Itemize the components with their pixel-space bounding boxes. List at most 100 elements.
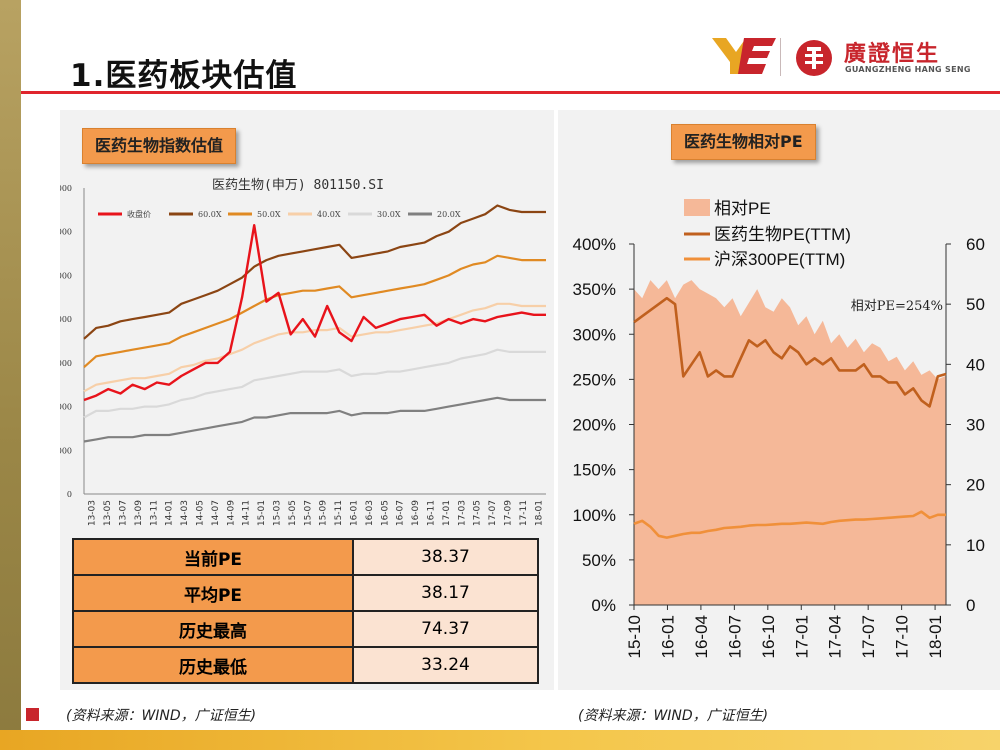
legend-label: 沪深300PE(TTM) xyxy=(714,250,845,269)
x-tick-label: 17-07 xyxy=(488,500,498,526)
x-tick-label: 16-10 xyxy=(759,615,778,658)
series-line-3 xyxy=(83,302,546,393)
series-line-2 xyxy=(633,510,946,539)
legend-label: 相对PE xyxy=(714,199,771,218)
legend-label: 30.0X xyxy=(377,210,401,219)
y-tick-label: 14000 xyxy=(60,184,72,193)
y-tick-label-left: 0% xyxy=(591,596,616,615)
y-tick-label-right: 0 xyxy=(966,596,975,615)
y-tick-label-right: 30 xyxy=(966,416,985,435)
x-tick-label: 13-09 xyxy=(134,500,144,526)
x-tick-label: 15-11 xyxy=(334,500,344,526)
footer-marker xyxy=(26,708,39,721)
series-line-1 xyxy=(83,204,546,340)
stat-value: 74.37 xyxy=(352,610,539,648)
table-row: 历史最低 33.24 xyxy=(72,646,539,684)
x-tick-label: 13-05 xyxy=(103,500,113,526)
x-tick-label: 15-09 xyxy=(319,500,329,526)
right-chart-panel: 0% 50% 100% 150% 200% 250% 300% 350% 400% 0 10 20 30… xyxy=(558,110,1000,690)
x-tick-label: 18-01 xyxy=(534,500,544,526)
y-tick-label-right: 40 xyxy=(966,355,985,374)
x-tick-label: 14-05 xyxy=(196,500,206,526)
y-tick-label: 6000 xyxy=(60,359,72,368)
y-tick-label: 8000 xyxy=(60,315,72,324)
y-tick-label-left: 250% xyxy=(573,370,616,389)
x-tick-label: 14-01 xyxy=(165,500,175,526)
y-tick-label: 10000 xyxy=(60,271,72,280)
left-chart-label: 医药生物指数估值 xyxy=(82,128,237,164)
table-row: 历史最高 74.37 xyxy=(72,610,539,648)
y-tick-label: 4000 xyxy=(60,403,72,412)
x-tick-label: 17-07 xyxy=(859,615,878,658)
x-tick-label: 13-11 xyxy=(149,500,159,526)
y-tick-label-right: 60 xyxy=(966,235,985,254)
stat-label: 平均PE xyxy=(72,574,354,612)
x-tick-label: 16-01 xyxy=(350,500,360,526)
x-tick-label: 17-03 xyxy=(457,500,467,526)
legend-label: 40.0X xyxy=(317,210,341,219)
x-tick-label: 17-04 xyxy=(826,615,845,658)
x-tick-label: 13-07 xyxy=(119,500,129,526)
x-tick-label: 17-11 xyxy=(519,500,529,526)
relative-pe-annotation: 相对PE=254% xyxy=(851,299,943,314)
stat-label: 历史最高 xyxy=(72,610,354,648)
y-tick-label-right: 20 xyxy=(966,476,985,495)
y-tick-label-left: 350% xyxy=(573,280,616,299)
x-tick-label: 16-03 xyxy=(365,500,375,526)
x-tick-label: 18-01 xyxy=(926,615,945,658)
y-tick-label: 2000 xyxy=(60,446,72,455)
chart-title: 医药生物(申万) 801150.SI xyxy=(212,178,384,193)
table-row: 平均PE 38.17 xyxy=(72,574,539,612)
brand-name-cn: 廣證恒生 xyxy=(844,42,941,67)
y-tick-label-right: 50 xyxy=(966,295,985,314)
table-row: 当前PE 38.37 xyxy=(72,538,539,576)
x-tick-label: 17-10 xyxy=(893,615,912,658)
series-line-2 xyxy=(83,254,546,369)
stat-label: 历史最低 xyxy=(72,646,354,684)
legend-label: 20.0X xyxy=(437,210,461,219)
brand-name-en: GUANGZHENG HANG SENG xyxy=(845,65,971,74)
x-tick-label: 16-07 xyxy=(396,500,406,526)
footer-bar xyxy=(0,730,1000,750)
x-tick-label: 17-09 xyxy=(504,500,514,526)
y-tick-label-left: 200% xyxy=(573,416,616,435)
legend-label: 收盘价 xyxy=(127,209,151,219)
x-tick-label: 16-07 xyxy=(725,615,744,658)
stat-value: 38.37 xyxy=(352,538,539,576)
y-tick-label-right: 10 xyxy=(966,536,985,555)
x-tick-label: 16-04 xyxy=(692,615,711,658)
logo-divider xyxy=(780,38,781,76)
x-tick-label: 14-09 xyxy=(226,500,236,526)
title-underline xyxy=(21,91,1000,94)
source-note-right: (资料来源：WIND，广证恒生) xyxy=(578,708,769,724)
x-tick-label: 16-01 xyxy=(658,615,677,658)
x-tick-label: 14-11 xyxy=(242,500,252,526)
stat-label: 当前PE xyxy=(72,538,354,576)
y-tick-label: 0 xyxy=(67,490,72,499)
pe-stats-table: 当前PE 38.37 平均PE 38.17 历史最高 74.37 历史最低 33… xyxy=(72,538,539,684)
source-note-left: (资料来源：WIND，广证恒生) xyxy=(66,708,257,724)
stat-value: 33.24 xyxy=(352,646,539,684)
x-tick-label: 17-01 xyxy=(442,500,452,526)
x-tick-label: 17-01 xyxy=(792,615,811,658)
series-line-0 xyxy=(83,223,546,402)
left-decor-bar xyxy=(0,0,21,750)
x-tick-label: 17-05 xyxy=(473,500,483,526)
legend-label: 医药生物PE(TTM) xyxy=(714,225,851,244)
relative-pe-chart: 0% 50% 100% 150% 200% 250% 300% 350% 400% 0 10 20 30… xyxy=(573,199,985,658)
y-tick-label-left: 300% xyxy=(573,325,616,344)
y-tick-label-left: 150% xyxy=(573,461,616,480)
brand-logo: 廣證恒生 GUANGZHENG HANG SENG xyxy=(712,34,970,82)
right-chart-label: 医药生物相对PE xyxy=(671,124,816,160)
x-tick-label: 16-05 xyxy=(380,500,390,526)
ye-logo-icon xyxy=(712,38,776,74)
page-title: 1.医药板块估值 xyxy=(70,58,298,94)
y-tick-label-left: 100% xyxy=(573,506,616,525)
relative-pe-area xyxy=(634,280,946,605)
x-tick-label: 14-03 xyxy=(180,500,190,526)
series-line-4 xyxy=(83,348,546,419)
legend-label: 50.0X xyxy=(257,210,281,219)
x-tick-label: 15-07 xyxy=(303,500,313,526)
stat-value: 38.17 xyxy=(352,574,539,612)
y-tick-label: 12000 xyxy=(60,228,72,237)
